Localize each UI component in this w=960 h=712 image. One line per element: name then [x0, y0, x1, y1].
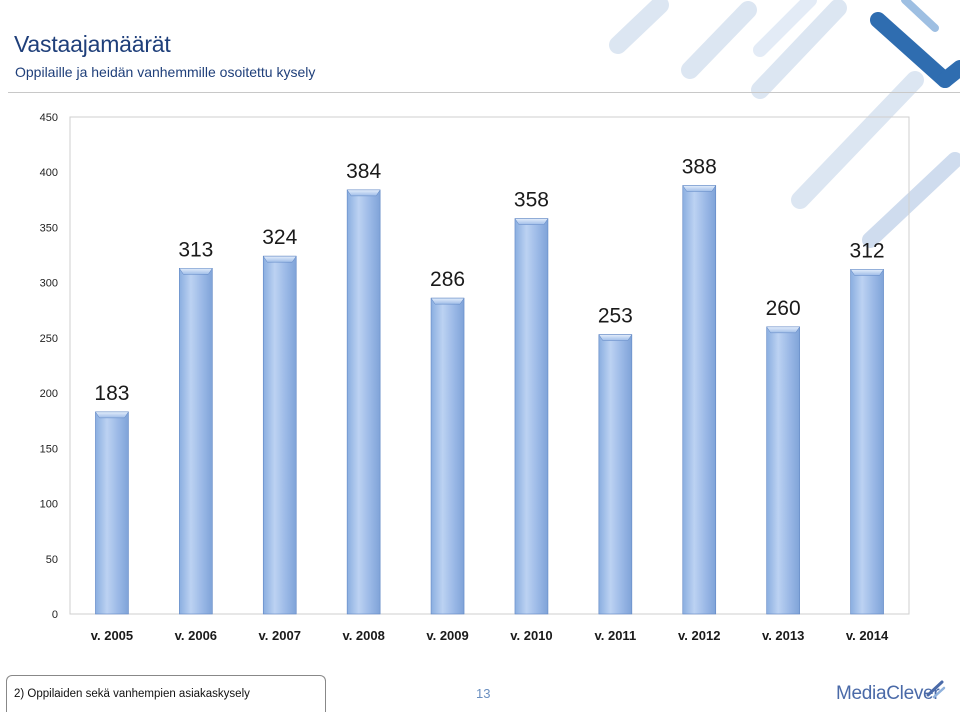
bar-2013	[766, 326, 800, 615]
plot-area-border	[69, 116, 910, 615]
y-tick-label: 100	[40, 499, 58, 511]
mediaclever-logo: MediaClever	[836, 683, 940, 704]
bar-2008	[346, 189, 381, 615]
footer-note: 2) Oppilaiden sekä vanhempien asiakaskys…	[14, 688, 250, 700]
data-label: 286	[430, 268, 465, 291]
data-label: 388	[682, 155, 717, 178]
x-tick-label: v. 2014	[846, 628, 889, 643]
y-tick-label: 300	[40, 278, 58, 290]
x-tick-label: v. 2013	[762, 628, 804, 643]
y-tick-label: 50	[46, 554, 58, 566]
bar-2014	[850, 269, 884, 615]
data-label: 313	[178, 238, 213, 261]
bar-2009	[430, 297, 465, 615]
bar-cap	[682, 185, 717, 192]
data-label: 260	[766, 297, 801, 320]
y-tick-label: 150	[40, 443, 58, 455]
x-tick-label: v. 2008	[342, 628, 384, 643]
bar-cap	[514, 218, 549, 225]
bar-cap	[598, 334, 633, 341]
x-tick-label: v. 2006	[175, 628, 217, 643]
x-tick-label: v. 2010	[510, 628, 552, 643]
bar-2006	[179, 268, 213, 615]
bar-2005	[95, 411, 129, 615]
data-label: 324	[262, 226, 297, 249]
y-tick-label: 250	[40, 333, 58, 345]
x-tick-label: v. 2011	[594, 628, 636, 643]
y-tick-label: 350	[40, 222, 58, 234]
data-label: 358	[514, 189, 549, 212]
y-tick-label: 400	[40, 167, 58, 179]
data-label: 312	[850, 239, 885, 262]
bar-2007	[262, 255, 297, 615]
page-subtitle: Oppilaille ja heidän vanhemmille osoitet…	[15, 64, 316, 80]
bar-cap	[94, 411, 129, 419]
bar-cap	[766, 326, 801, 334]
x-tick-label: v. 2007	[259, 628, 301, 643]
footer-tab	[6, 675, 326, 712]
y-tick-label: 0	[52, 609, 58, 621]
bar-cap	[262, 255, 297, 263]
page-number: 13	[476, 686, 491, 701]
data-label: 384	[346, 160, 381, 183]
logo-mark-icon	[926, 680, 946, 699]
header-divider	[8, 92, 960, 93]
bar-cap	[430, 297, 465, 305]
bar-cap	[178, 268, 213, 275]
bar-2012	[682, 185, 717, 615]
page-title: Vastaajamäärät	[14, 31, 171, 57]
data-label: 253	[598, 305, 633, 328]
y-tick-label: 200	[40, 388, 58, 400]
y-tick-label: 450	[40, 112, 58, 124]
data-label: 183	[94, 382, 129, 405]
x-tick-label: v. 2005	[91, 628, 133, 643]
bar-2011	[598, 334, 633, 615]
x-tick-label: v. 2009	[426, 628, 468, 643]
bar-2010	[514, 218, 549, 615]
bar-cap	[850, 269, 885, 276]
bar-cap	[346, 189, 381, 197]
x-tick-label: v. 2012	[678, 628, 720, 643]
